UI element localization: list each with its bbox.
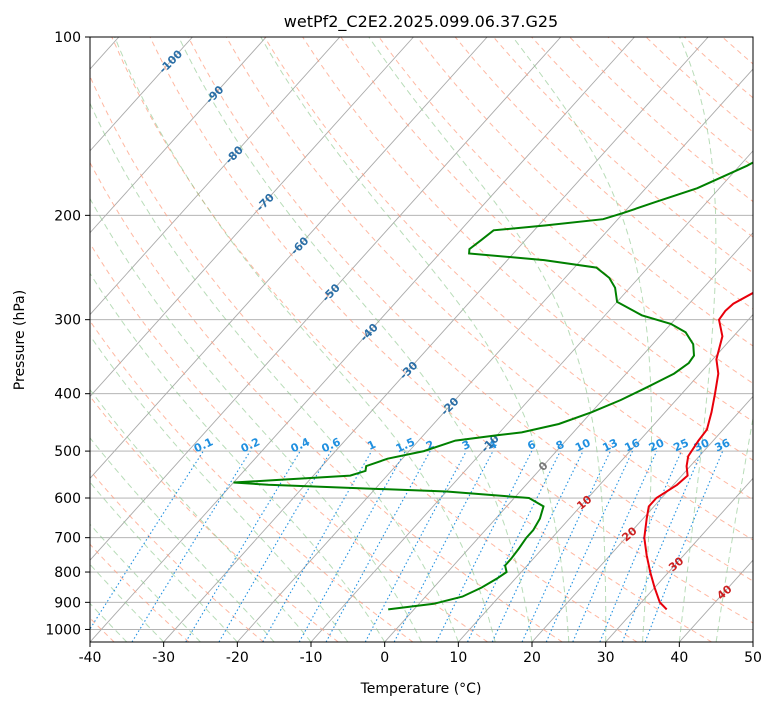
- mixing-ratio-line: [545, 450, 633, 642]
- mixing-ratio-line: [131, 450, 251, 642]
- x-tick-label: 50: [744, 650, 762, 666]
- chart-title: wetPf2_C2E2.2025.099.06.37.G25: [284, 12, 558, 32]
- mixing-ratio-label: 13: [600, 436, 619, 454]
- mixing-ratio-label: 16: [623, 436, 643, 454]
- moist-adiabat-line: [90, 388, 312, 642]
- mixing-ratio-lines: [90, 450, 724, 642]
- mixing-ratio-label: 25: [671, 436, 690, 454]
- mixing-ratio-label: 10: [573, 436, 593, 454]
- mixing-ratio-label: 30: [692, 436, 712, 454]
- isotherm-line: [384, 232, 753, 642]
- y-tick-label: 100: [54, 30, 81, 46]
- y-tick-label: 200: [54, 208, 81, 224]
- y-tick-label: 700: [54, 531, 81, 547]
- mixing-ratio-line: [364, 450, 467, 642]
- y-tick-label: 400: [54, 387, 81, 403]
- x-tick-label: 30: [597, 650, 615, 666]
- isotherm-line: [90, 37, 193, 152]
- isotherm-line: [90, 37, 562, 561]
- moist-adiabat-line: [90, 437, 275, 642]
- x-tick-label: -20: [226, 650, 249, 666]
- dry-adiabat-line: [149, 37, 753, 624]
- plot-frame: [89, 36, 754, 643]
- plot-area: 0.1 0.2 0.4 0.6 1 1.5 2 3 4 6 8 10 13 16 20 25 30 36-100-…: [90, 37, 753, 642]
- dry-adiabat-line: [90, 161, 563, 642]
- dry-adiabat-line: [187, 37, 753, 582]
- mixing-ratio-line: [298, 450, 406, 642]
- x-tick-label: -30: [152, 650, 175, 666]
- dry-adiabat-line: [264, 37, 753, 501]
- isotherm-line: [90, 37, 341, 316]
- y-tick-label: 800: [54, 565, 81, 581]
- mixing-ratio-line: [435, 450, 533, 642]
- mixing-ratio-line: [572, 450, 658, 642]
- isotherm-line: [90, 37, 635, 642]
- dry-adiabat-line: [90, 469, 264, 642]
- isotherm-line: [163, 37, 709, 642]
- mixing-ratio-line: [90, 450, 204, 630]
- mixing-ratio-line: [621, 450, 703, 642]
- dewpoint-profile-line: [233, 161, 753, 611]
- isotherm-line: [90, 37, 414, 398]
- moist-adiabat-line: [678, 37, 717, 642]
- y-axis-ticks: 100 200 300 400 500 600 700 800 900 1000: [45, 30, 90, 638]
- moist-adiabat-line: [114, 37, 496, 642]
- mixing-ratio-label: 20: [647, 436, 667, 454]
- moist-adiabat-line: [368, 37, 607, 642]
- isotherm-line: [605, 477, 753, 642]
- isotherm-line: [457, 313, 753, 642]
- moist-adiabat-line: [90, 334, 349, 642]
- mixing-ratio-line: [644, 450, 724, 642]
- dry-adiabat-line: [225, 37, 753, 541]
- moist-adiabat-line: [90, 481, 238, 642]
- temperature-profile-line: [643, 291, 753, 611]
- isotherm-line: [236, 68, 753, 642]
- moist-adiabat-line: [260, 37, 570, 642]
- moist-adiabat-line: [90, 102, 459, 642]
- x-tick-label: -40: [79, 650, 102, 666]
- x-tick-label: 20: [523, 650, 541, 666]
- x-tick-label: 0: [380, 650, 389, 666]
- moist-adiabat-line: [178, 37, 533, 642]
- dry-adiabat-line: [111, 37, 712, 642]
- moist-adiabats: [90, 37, 753, 642]
- y-tick-label: 900: [54, 595, 81, 611]
- x-tick-label: -10: [300, 650, 323, 666]
- moist-adiabat-line: [715, 415, 753, 642]
- dry-adiabat-line: [302, 37, 753, 461]
- moist-adiabat-line: [90, 272, 386, 642]
- y-axis-label: Pressure (hPa): [12, 290, 28, 390]
- y-tick-label: 500: [54, 444, 81, 460]
- isotherm-line: [90, 37, 488, 479]
- x-tick-label: 10: [449, 650, 467, 666]
- mixing-ratio-line: [325, 450, 431, 642]
- dry-adiabat-line: [90, 242, 488, 642]
- y-tick-label: 300: [54, 313, 81, 329]
- y-tick-label: 1000: [45, 622, 81, 638]
- x-axis-ticks: -40 -30 -20 -10 0 10 20 30 40 50: [79, 642, 762, 666]
- isotherm-line: [90, 37, 267, 234]
- y-tick-label: 600: [54, 491, 81, 507]
- mixing-ratio-label: 36: [713, 436, 733, 454]
- dry-adiabat-line: [416, 37, 753, 347]
- x-axis-label: Temperature (°C): [360, 681, 482, 697]
- dry-adiabat-line: [90, 75, 638, 642]
- pressure-gridlines: [90, 37, 753, 630]
- moist-adiabat-line: [512, 37, 653, 642]
- isotherm-line: [531, 395, 753, 642]
- x-tick-label: 40: [670, 650, 688, 666]
